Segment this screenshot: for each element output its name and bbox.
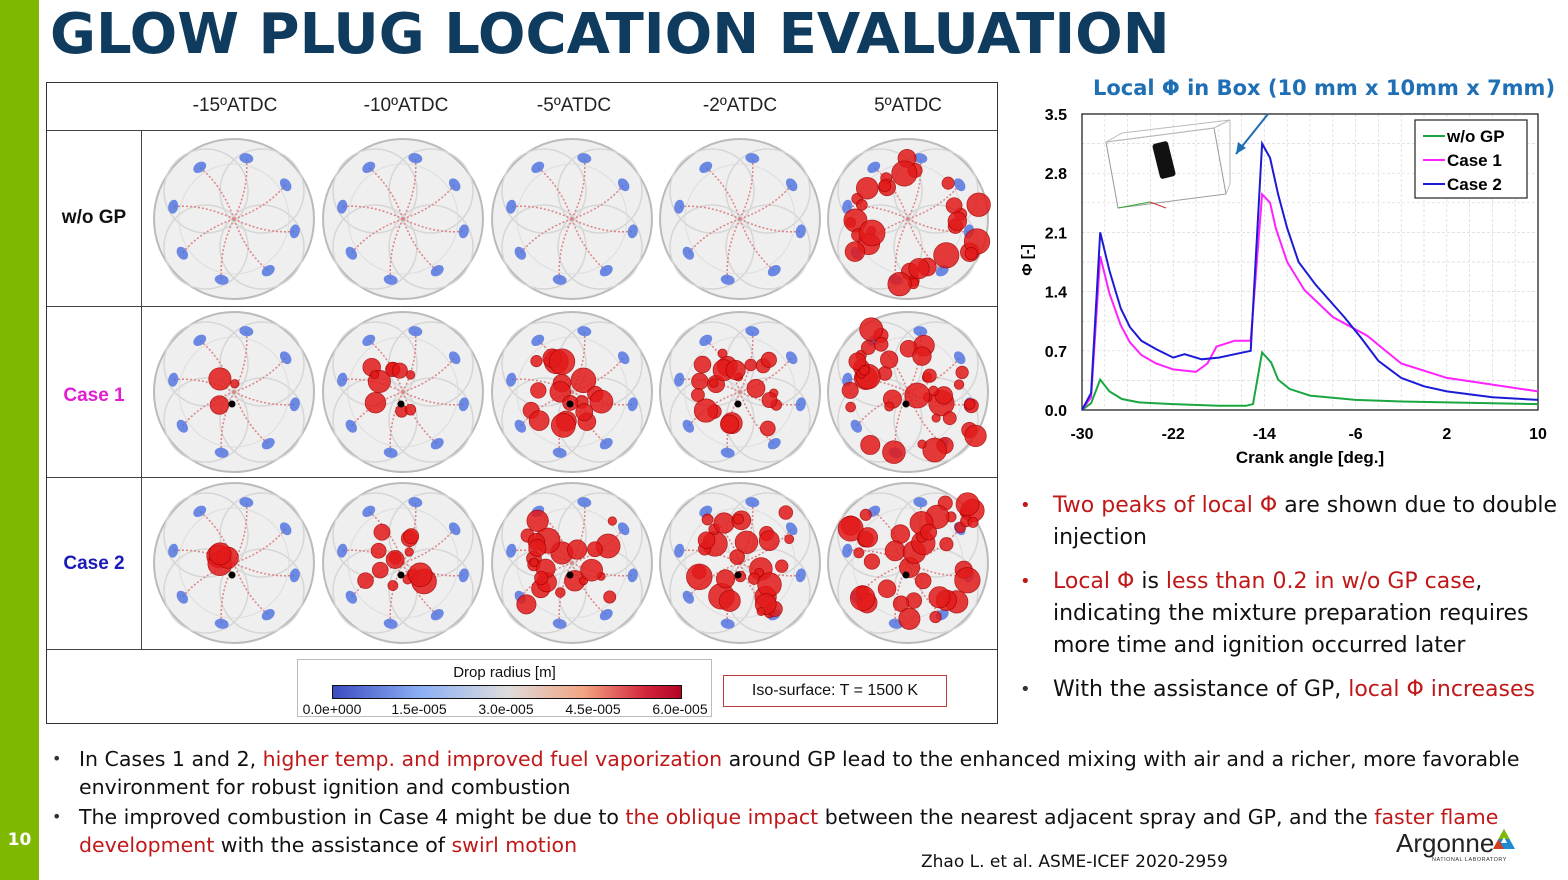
cylinder-view [827,138,991,300]
colorbar-legend: Drop radius [m] 0.0e+000 1.5e-005 3.0e-0… [297,659,712,717]
x-tick-label: 2 [1442,426,1451,443]
x-tick-label: -22 [1162,426,1185,443]
legend-entry-wo-gp: w/o GP [1446,127,1505,146]
column-header: -5ºATDC [536,95,612,116]
triangle-logo-icon [1493,829,1515,849]
x-tick-label: 10 [1529,426,1547,443]
phi-line-chart: -30 -22 -14 -6 2 10 0.0 0.7 1.4 2.1 2.8 3.5 Φ [-] C… [1019,107,1547,467]
y-tick-label: 1.4 [1045,285,1067,302]
highlight-text: faster flame development [79,805,1499,857]
y-tick-label: 0.7 [1045,344,1067,361]
colorbar-tick: 4.5e-005 [565,701,621,717]
series-line-2 [1081,140,1539,411]
colorbar-tick: 0.0e+000 [302,701,362,717]
cylinder-view [491,138,653,300]
left-accent-bar [0,0,39,880]
logo-subtitle: NATIONAL LABORATORY [1432,857,1507,863]
series-line-0 [1081,350,1539,411]
finding-item: Two peaks of local Φ are shown due to do… [1020,490,1565,554]
body-text: are shown due to double injection [1053,493,1558,550]
finding-item: With the assistance of GP, local Φ incre… [1020,674,1565,706]
argonne-logo: Argonne NATIONAL LABORATORY [1396,826,1518,870]
x-tick-label: -14 [1253,426,1276,443]
page-number: 10 [7,830,32,850]
body-text: With the assistance of GP, [1053,677,1349,702]
cylinder-view [153,311,315,473]
column-header: -10ºATDC [363,95,449,116]
cylinder-view [322,138,484,300]
cylinder-view [491,311,653,473]
cylinder-view [491,482,653,644]
table-rule [47,477,997,478]
highlight-text: swirl motion [451,833,578,857]
y-tick-label: 3.5 [1045,107,1067,124]
row-label-wo-gp: w/o GP [61,207,127,228]
cylinder-view [827,482,989,644]
x-tick-label: -6 [1348,426,1362,443]
citation: Zhao L. et al. ASME-ICEF 2020-2959 [921,852,1228,872]
highlight-text: Two peaks of local Φ [1053,493,1278,518]
body-text: In Cases 1 and 2, [79,747,263,771]
x-axis-label: Crank angle [deg.] [1236,448,1384,467]
row-label-case-2: Case 2 [63,553,125,574]
colorbar-title: Drop radius [m] [453,664,556,681]
body-text: with the assistance of [214,833,452,857]
body-text: between the nearest adjacent spray and G… [818,805,1375,829]
highlight-text: the oblique impact [625,805,819,829]
table-rule [47,649,997,650]
legend-entry-case-1: Case 1 [1447,151,1502,170]
slide-title: GLOW PLUG LOCATION EVALUATION [50,2,1170,67]
series-line-1 [1081,191,1539,411]
highlight-text: less than 0.2 in w/o GP case [1165,569,1476,594]
summary-list: In Cases 1 and 2, higher temp. and impro… [52,745,1552,861]
colorbar-tick: 1.5e-005 [391,701,447,717]
y-tick-label: 2.1 [1045,225,1067,242]
logo-wordmark: Argonne [1396,828,1495,858]
row-label-case-1: Case 1 [63,385,125,406]
cylinder-view [659,138,821,300]
finding-item: Local Φ is less than 0.2 in w/o GP case,… [1020,566,1565,662]
table-rule [47,130,997,131]
simulation-figure: -15ºATDC -10ºATDC -5ºATDC -2ºATDC 5ºATDC… [46,82,998,724]
chart-title: Local Φ in Box (10 mm x 10mm x 7mm) [1093,76,1556,100]
cylinder-view [659,311,821,473]
box-inset-graphic [1105,113,1269,209]
y-tick-label: 0.0 [1045,403,1067,420]
column-header: 5ºATDC [874,95,942,116]
body-text: The improved combustion in Case 4 might … [79,805,626,829]
cylinder-view [322,482,484,644]
highlight-text: local Φ increases [1348,677,1535,702]
chart-legend: w/o GP Case 1 Case 2 [1414,119,1528,199]
x-tick-label: -30 [1070,426,1093,443]
body-text: around GP lead to the enhanced mixing wi… [79,747,1520,799]
colorbar [332,685,682,699]
table-rule [141,131,142,650]
cylinder-view [659,482,821,644]
cylinder-view [153,138,315,300]
y-tick-label: 2.8 [1045,166,1067,183]
cylinder-view [322,311,484,473]
y-axis-label: Φ [-] [1019,244,1036,275]
summary-item: In Cases 1 and 2, higher temp. and impro… [52,745,1552,801]
highlight-text: higher temp. and improved fuel vaporizat… [262,747,723,771]
iso-surface-label: Iso-surface: T = 1500 K [723,675,947,707]
body-text: , indicating the mixture preparation req… [1053,569,1529,658]
colorbar-tick: 6.0e-005 [652,701,708,717]
table-rule [47,306,997,307]
column-header: -2ºATDC [702,95,778,116]
cylinder-view [827,311,989,473]
findings-list: Two peaks of local Φ are shown due to do… [1020,490,1565,718]
colorbar-tick: 3.0e-005 [478,701,534,717]
legend-entry-case-2: Case 2 [1447,175,1502,194]
body-text: is [1134,569,1166,594]
cylinder-view [153,482,315,644]
column-header: -15ºATDC [192,95,278,116]
summary-item: The improved combustion in Case 4 might … [52,803,1552,859]
highlight-text: Local Φ [1053,569,1135,594]
